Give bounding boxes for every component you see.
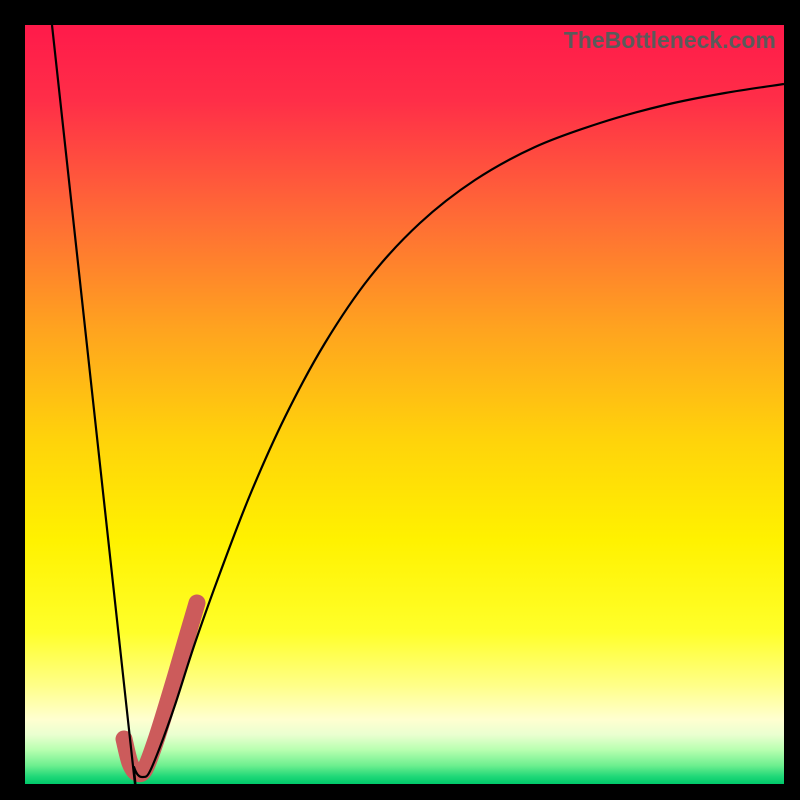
chart-container: TheBottleneck.com <box>0 0 800 800</box>
curve-overlay <box>25 25 784 784</box>
main-curve <box>52 25 784 784</box>
watermark-text: TheBottleneck.com <box>564 27 776 54</box>
plot-area: TheBottleneck.com <box>25 25 784 784</box>
